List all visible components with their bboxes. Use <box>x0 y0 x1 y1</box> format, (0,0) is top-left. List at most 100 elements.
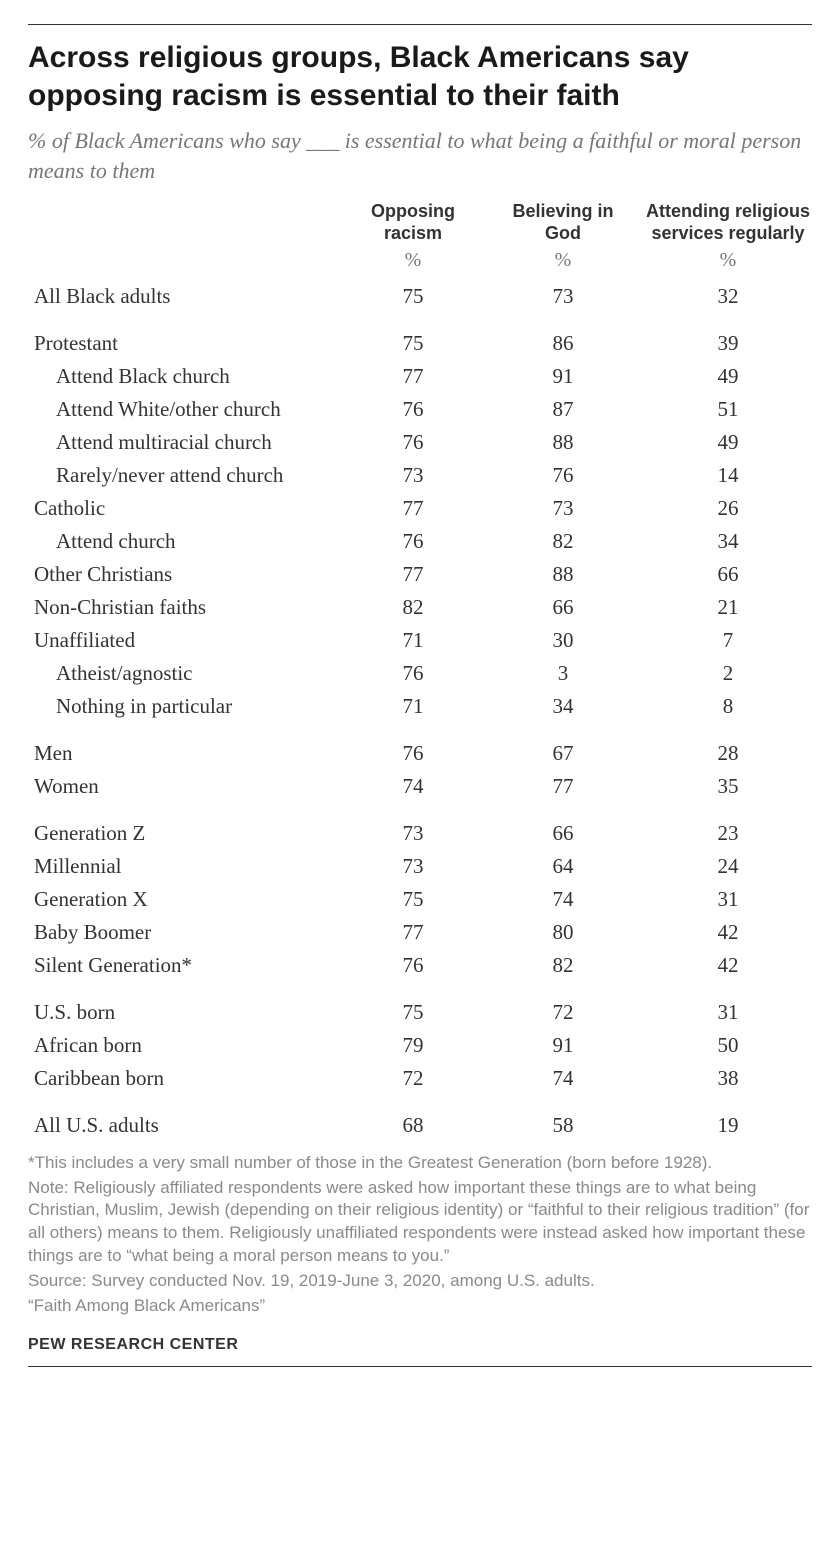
table-row: All Black adults757332 <box>28 280 818 313</box>
cell-value: 31 <box>638 996 818 1029</box>
note-methodology: Note: Religiously affiliated respondents… <box>28 1177 812 1269</box>
unit-label: % <box>488 249 638 280</box>
cell-value: 8 <box>638 690 818 723</box>
row-label: Silent Generation* <box>28 949 338 982</box>
note-asterisk: *This includes a very small number of th… <box>28 1152 812 1175</box>
table-row: All U.S. adults685819 <box>28 1109 818 1142</box>
table-row: Generation Z736623 <box>28 817 818 850</box>
chart-title: Across religious groups, Black Americans… <box>28 39 812 114</box>
cell-value: 72 <box>488 996 638 1029</box>
cell-value: 71 <box>338 624 488 657</box>
row-label: Rarely/never attend church <box>28 459 338 492</box>
table-row: Men766728 <box>28 737 818 770</box>
row-label: Attend church <box>28 525 338 558</box>
cell-value: 88 <box>488 426 638 459</box>
chart-notes: *This includes a very small number of th… <box>28 1152 812 1319</box>
row-label: Attend White/other church <box>28 393 338 426</box>
table-row: Silent Generation*768242 <box>28 949 818 982</box>
cell-value: 39 <box>638 327 818 360</box>
cell-value: 76 <box>488 459 638 492</box>
cell-value: 19 <box>638 1109 818 1142</box>
cell-value: 76 <box>338 737 488 770</box>
table-row: U.S. born757231 <box>28 996 818 1029</box>
cell-value: 7 <box>638 624 818 657</box>
row-label: Protestant <box>28 327 338 360</box>
cell-value: 86 <box>488 327 638 360</box>
cell-value: 76 <box>338 426 488 459</box>
bottom-rule <box>28 1366 812 1367</box>
cell-value: 77 <box>338 558 488 591</box>
row-label: Non-Christian faiths <box>28 591 338 624</box>
cell-value: 66 <box>488 591 638 624</box>
table-row: Generation X757431 <box>28 883 818 916</box>
row-label: Attend Black church <box>28 360 338 393</box>
table-row: Nothing in particular71348 <box>28 690 818 723</box>
cell-value: 2 <box>638 657 818 690</box>
table-row: Catholic777326 <box>28 492 818 525</box>
cell-value: 77 <box>338 916 488 949</box>
cell-value: 82 <box>338 591 488 624</box>
table-row: Attend Black church779149 <box>28 360 818 393</box>
row-label: Nothing in particular <box>28 690 338 723</box>
cell-value: 77 <box>488 770 638 803</box>
table-row: Attend White/other church768751 <box>28 393 818 426</box>
cell-value: 74 <box>488 1062 638 1095</box>
cell-value: 66 <box>638 558 818 591</box>
cell-value: 76 <box>338 393 488 426</box>
cell-value: 91 <box>488 360 638 393</box>
row-label: All U.S. adults <box>28 1109 338 1142</box>
cell-value: 77 <box>338 360 488 393</box>
col-header-attending-services: Attending religious services regularly <box>638 199 818 248</box>
cell-value: 87 <box>488 393 638 426</box>
row-label: Atheist/agnostic <box>28 657 338 690</box>
note-source: Source: Survey conducted Nov. 19, 2019-J… <box>28 1270 812 1293</box>
row-label: Women <box>28 770 338 803</box>
row-label: Men <box>28 737 338 770</box>
cell-value: 49 <box>638 426 818 459</box>
table-row: Baby Boomer778042 <box>28 916 818 949</box>
table-row: Millennial736424 <box>28 850 818 883</box>
cell-value: 38 <box>638 1062 818 1095</box>
cell-value: 32 <box>638 280 818 313</box>
cell-value: 3 <box>488 657 638 690</box>
cell-value: 24 <box>638 850 818 883</box>
table-row: Unaffiliated71307 <box>28 624 818 657</box>
cell-value: 76 <box>338 949 488 982</box>
cell-value: 82 <box>488 949 638 982</box>
cell-value: 34 <box>638 525 818 558</box>
group-gap <box>28 1095 818 1109</box>
row-label: African born <box>28 1029 338 1062</box>
table-row: Other Christians778866 <box>28 558 818 591</box>
cell-value: 31 <box>638 883 818 916</box>
table-row: Non-Christian faiths826621 <box>28 591 818 624</box>
table-row: Atheist/agnostic7632 <box>28 657 818 690</box>
row-label: Caribbean born <box>28 1062 338 1095</box>
table-row: Caribbean born727438 <box>28 1062 818 1095</box>
cell-value: 68 <box>338 1109 488 1142</box>
cell-value: 76 <box>338 525 488 558</box>
cell-value: 91 <box>488 1029 638 1062</box>
table-row: Rarely/never attend church737614 <box>28 459 818 492</box>
cell-value: 26 <box>638 492 818 525</box>
unit-label: % <box>338 249 488 280</box>
row-label: Catholic <box>28 492 338 525</box>
cell-value: 49 <box>638 360 818 393</box>
col-header-believing-in-god: Believing in God <box>488 199 638 248</box>
cell-value: 88 <box>488 558 638 591</box>
attribution: PEW RESEARCH CENTER <box>28 1336 812 1354</box>
row-label: Generation X <box>28 883 338 916</box>
row-label: Attend multiracial church <box>28 426 338 459</box>
unit-label: % <box>638 249 818 280</box>
cell-value: 23 <box>638 817 818 850</box>
cell-value: 34 <box>488 690 638 723</box>
data-table: Opposing racism Believing in God Attendi… <box>28 199 818 1141</box>
chart-subtitle: % of Black Americans who say ___ is esse… <box>28 126 812 185</box>
cell-value: 73 <box>338 817 488 850</box>
table-row: Women747735 <box>28 770 818 803</box>
cell-value: 79 <box>338 1029 488 1062</box>
cell-value: 77 <box>338 492 488 525</box>
cell-value: 73 <box>338 850 488 883</box>
cell-value: 67 <box>488 737 638 770</box>
cell-value: 42 <box>638 916 818 949</box>
cell-value: 73 <box>338 459 488 492</box>
